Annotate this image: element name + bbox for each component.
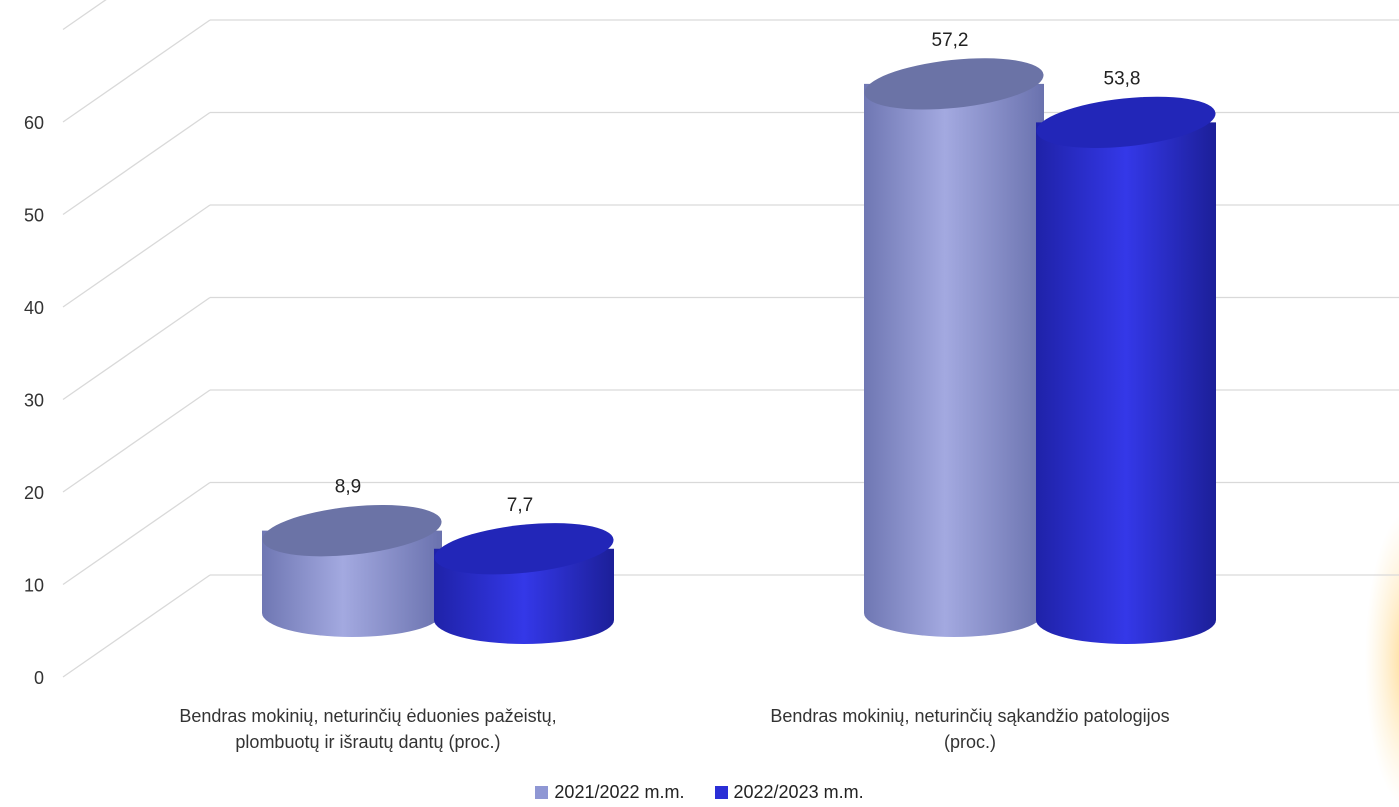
gridline-diagonal-3	[62, 296, 211, 401]
bars	[262, 58, 1216, 645]
gridline-diagonal-1	[62, 481, 211, 586]
gridline-diagonal-4	[62, 204, 211, 308]
bar-0-1	[864, 58, 1044, 637]
category-label-0-line-0: Bendras mokinių, neturinčių ėduonies paž…	[179, 706, 557, 726]
category-label-0: Bendras mokinių, neturinčių ėduonies paž…	[108, 703, 628, 755]
y-tick-label-0: 0	[34, 668, 44, 688]
bar-top-0-1	[864, 58, 1044, 110]
y-axis-ticks: 0 10 20 30 40 50 60	[24, 113, 44, 688]
y-tick-label-6: 60	[24, 113, 44, 133]
gridline-diagonal-0	[62, 574, 211, 678]
decorative-glow	[1365, 514, 1399, 806]
category-label-1-line-1: (proc.)	[943, 732, 996, 752]
bar-top-1-0	[434, 523, 614, 575]
legend-label-series-1: 2022/2023 m.m.	[733, 782, 864, 802]
bar-0-0	[262, 505, 442, 637]
bar-body-0-0	[262, 530, 442, 637]
y-tick-label-2: 20	[24, 483, 44, 503]
data-label-1-1: 53,8	[1104, 68, 1141, 89]
data-label-0-1: 57,2	[932, 30, 969, 51]
bar-1-0	[434, 523, 614, 644]
y-tick-label-4: 40	[24, 298, 44, 318]
legend: 2021/2022 m.m. 2022/2023 m.m.	[0, 782, 1399, 803]
gridline-diagonal-7	[62, 0, 107, 31]
legend-label-series-0: 2021/2022 m.m.	[554, 782, 685, 802]
legend-swatch-series-1	[714, 786, 728, 799]
gridline-diagonal-2	[62, 389, 211, 493]
data-labels: 8,9 57,2 7,7 53,8	[335, 30, 1141, 516]
gridline-diagonal-6	[62, 19, 211, 123]
category-label-0-line-1: plombuotų ir išrautų dantų (proc.)	[235, 732, 501, 752]
data-label-1-0: 7,7	[507, 495, 533, 516]
legend-item-series-0: 2021/2022 m.m.	[535, 782, 685, 803]
y-tick-label-5: 50	[24, 206, 44, 226]
category-label-1-line-0: Bendras mokinių, neturinčių sąkandžio pa…	[770, 706, 1170, 726]
legend-item-series-1: 2022/2023 m.m.	[714, 782, 864, 803]
legend-swatch-series-0	[535, 786, 549, 799]
bar-body-1-1	[1036, 122, 1216, 645]
bar-body-0-1	[864, 83, 1044, 637]
data-label-0-0: 8,9	[335, 477, 361, 498]
category-label-1: Bendras mokinių, neturinčių sąkandžio pa…	[710, 703, 1230, 755]
bar-top-1-1	[1036, 96, 1216, 149]
gridline-diagonal-5	[62, 111, 211, 216]
bar-top-0-0	[262, 505, 442, 557]
y-tick-label-3: 30	[24, 391, 44, 411]
y-tick-label-1: 10	[24, 576, 44, 596]
bar-1-1	[1036, 96, 1216, 645]
